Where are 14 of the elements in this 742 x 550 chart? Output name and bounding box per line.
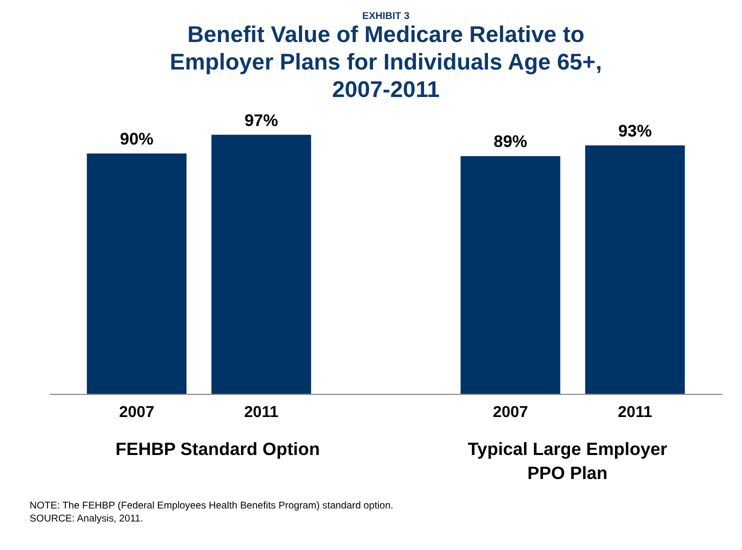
x-tick-label: 2011 (244, 404, 279, 422)
text: NOTE: The FEHBP (Federal Employees Health Benefits Program) standard option. (30, 500, 394, 512)
data-label: 90% (120, 130, 154, 149)
x-tick-label: 2011 (618, 404, 652, 422)
x-tick-label: 2007 (492, 404, 528, 422)
text: FEHBP Standard Option (115, 439, 320, 460)
data-label: 89% (494, 132, 528, 152)
chart-title: Benefit Value of Medicare Relative to Employer Plans for Individuals Age 65+, 2007-2011 (170, 20, 602, 102)
data-label: 97% (244, 110, 278, 130)
chart-subtitle: EXHIBIT 3 (362, 11, 410, 22)
text: Typical Large Employer PPO Plan (468, 439, 668, 483)
x-tick-label: 2007 (119, 404, 154, 422)
data-label: 93% (618, 122, 652, 141)
source-note: SOURCE: Analysis, 2011. (30, 513, 144, 524)
